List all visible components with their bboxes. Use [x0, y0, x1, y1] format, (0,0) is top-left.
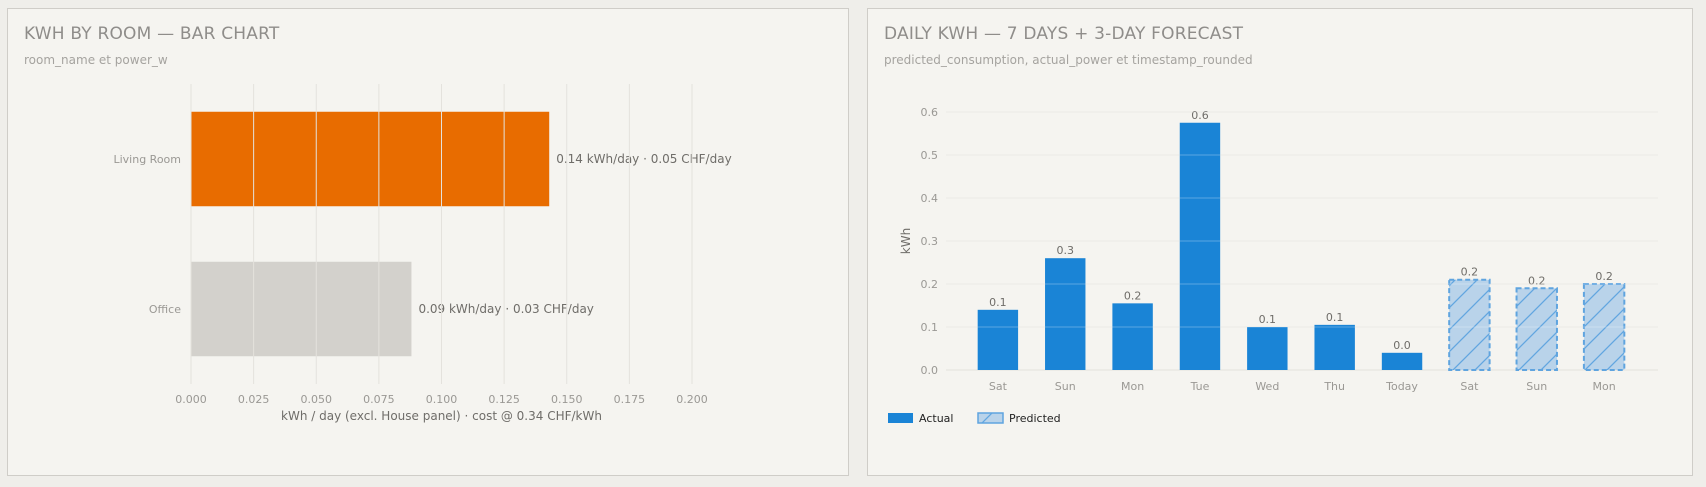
x-tick-label: Sat [989, 380, 1008, 393]
legend-swatch-predicted [977, 412, 1004, 424]
actual-bar [1179, 122, 1221, 370]
bar-value-label: 0.6 [1191, 109, 1209, 122]
x-tick-label: Mon [1593, 380, 1616, 393]
x-tick-label: 0.025 [238, 393, 270, 406]
room-kwh-panel: KWH BY ROOM — BAR CHART room_name et pow… [7, 8, 849, 476]
panel-subtitle: room_name et power_w [24, 53, 168, 67]
x-tick-label: Mon [1121, 380, 1144, 393]
predicted-bar [1582, 283, 1626, 371]
x-tick-label: 0.075 [363, 393, 395, 406]
actual-bar [1247, 327, 1288, 370]
daily-bar-chart: 0.0 0.1 0.2 0.3 0.4 0.5 0.6 kWh Sat Sun Mon Tue Wed T… [888, 106, 1658, 425]
x-tick-label: 0.050 [301, 393, 333, 406]
x-tick-label: Wed [1255, 380, 1279, 393]
actual-bar [1045, 258, 1086, 370]
bar-value-label: 0.1 [1326, 311, 1344, 324]
x-tick-label: 0.000 [175, 393, 207, 406]
legend-label: Predicted [1009, 412, 1061, 425]
legend-swatch-actual [888, 413, 913, 423]
y-tick-label: 0.6 [921, 106, 939, 119]
y-tick-label: 0.3 [921, 235, 939, 248]
x-tick-label: 0.200 [676, 393, 708, 406]
room-bar [191, 261, 412, 357]
x-tick-label: Sat [1460, 380, 1479, 393]
legend-label: Actual [919, 412, 953, 425]
bar-value-label: 0.1 [1259, 313, 1277, 326]
bar-value-label: 0.2 [1124, 289, 1142, 302]
y-tick-label: 0.5 [921, 149, 939, 162]
room-bar-chart: Living Room 0.14 kWh/day · 0.05 CHF/day Of… [113, 84, 732, 423]
room-label: Living Room [113, 153, 181, 166]
y-tick-label: 0.0 [921, 364, 939, 377]
x-tick-label: Sun [1526, 380, 1547, 393]
y-axis-label: kWh [899, 228, 913, 254]
predicted-bar [1448, 278, 1491, 372]
y-tick-label: 0.1 [921, 321, 939, 334]
x-tick-label: Sun [1055, 380, 1076, 393]
panel-subtitle: predicted_consumption, actual_power et t… [884, 53, 1253, 67]
predicted-bar [1515, 287, 1558, 371]
panel-title: DAILY KWH — 7 DAYS + 3-DAY FORECAST [884, 24, 1244, 44]
y-tick-label: 0.4 [921, 192, 939, 205]
actual-bar [977, 309, 1019, 370]
room-bar [191, 111, 550, 207]
x-tick-label: 0.150 [551, 393, 583, 406]
x-tick-label: Today [1385, 380, 1418, 393]
x-tick-label: 0.100 [426, 393, 458, 406]
bar-value-label: 0.3 [1056, 244, 1074, 257]
bar-value-label: 0.2 [1595, 270, 1613, 283]
x-tick-label: Tue [1190, 380, 1210, 393]
x-tick-label: 0.175 [614, 393, 646, 406]
bar-value-label: 0.1 [989, 296, 1007, 309]
x-tick-label: Thu [1323, 380, 1345, 393]
actual-bar [1314, 324, 1355, 370]
actual-bar [1112, 303, 1153, 370]
bar-value-label: 0.14 kWh/day · 0.05 CHF/day [556, 152, 731, 166]
y-tick-label: 0.2 [921, 278, 939, 291]
bar-value-label: 0.09 kWh/day · 0.03 CHF/day [418, 302, 593, 316]
x-axis-label: kWh / day (excl. House panel) · cost @ 0… [281, 409, 602, 423]
x-tick-label: 0.125 [488, 393, 520, 406]
panel-title: KWH BY ROOM — BAR CHART [24, 24, 280, 44]
actual-bar [1381, 352, 1423, 370]
room-label: Office [149, 303, 181, 316]
bar-value-label: 0.0 [1393, 339, 1411, 352]
daily-kwh-panel: DAILY KWH — 7 DAYS + 3-DAY FORECAST pred… [867, 8, 1693, 476]
bar-value-label: 0.2 [1461, 266, 1479, 279]
bar-value-label: 0.2 [1528, 274, 1546, 287]
